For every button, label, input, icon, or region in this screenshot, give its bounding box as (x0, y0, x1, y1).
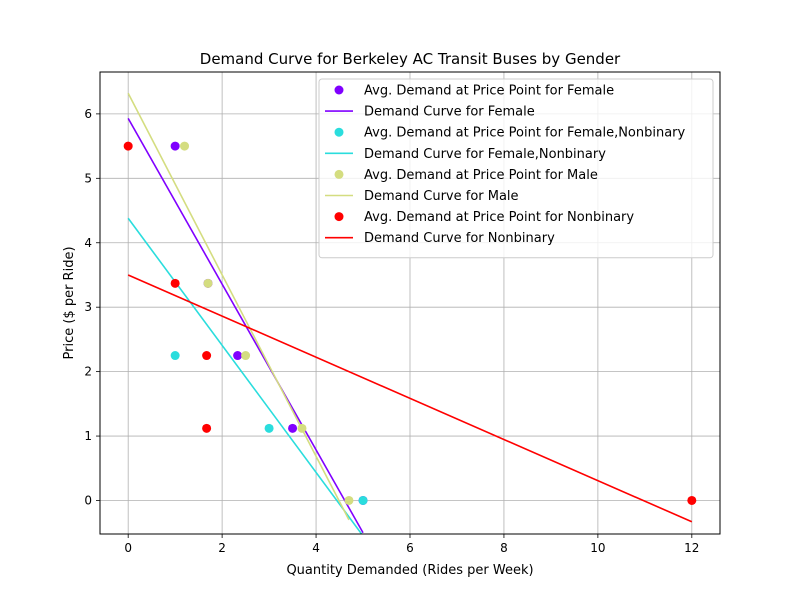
x-axis-label: Quantity Demanded (Rides per Week) (286, 563, 533, 578)
legend-marker-points-2 (334, 127, 344, 137)
legend-label: Demand Curve for Male (364, 189, 519, 204)
data-point-series-2 (170, 351, 180, 361)
legend-label: Avg. Demand at Price Point for Female,No… (364, 126, 686, 141)
series-layer (123, 92, 697, 534)
data-point-series-3 (344, 495, 354, 505)
y-tick-label: 5 (84, 171, 92, 185)
data-point-series-2 (264, 423, 274, 433)
legend-marker-points-3 (334, 169, 344, 179)
x-tick-label: 2 (218, 541, 226, 555)
legend-label: Avg. Demand at Price Point for Nonbinary (364, 210, 634, 225)
chart-title: Demand Curve for Berkeley AC Transit Bus… (200, 50, 621, 68)
y-tick-label: 1 (84, 429, 92, 443)
demand-curve-series-2 (127, 217, 363, 534)
y-tick-label: 2 (84, 365, 92, 379)
y-axis-label: Price ($ per Ride) (62, 246, 77, 359)
legend-marker-points-4 (334, 212, 344, 222)
data-point-series-1 (233, 351, 243, 361)
x-tick-label: 0 (124, 541, 132, 555)
legend-label: Avg. Demand at Price Point for Female (364, 84, 614, 99)
x-tick-label: 4 (312, 541, 320, 555)
data-point-series-3 (203, 278, 213, 288)
legend-marker-points-1 (334, 85, 344, 95)
plot-area (123, 92, 697, 534)
y-tick-label: 3 (84, 300, 92, 314)
legend-box (318, 78, 714, 259)
data-point-series-4 (170, 278, 180, 288)
legend: Avg. Demand at Price Point for Female Dem… (318, 78, 714, 259)
demand-curve-series-4 (127, 274, 693, 523)
legend-label: Demand Curve for Nonbinary (364, 231, 555, 246)
y-tick-label: 4 (84, 236, 92, 250)
data-point-series-4 (687, 495, 697, 505)
y-tick-label: 0 (84, 493, 92, 507)
x-tick-label: 6 (406, 541, 414, 555)
data-point-series-2 (358, 495, 368, 505)
data-point-series-3 (180, 141, 190, 151)
data-point-series-4 (202, 423, 212, 433)
data-point-series-4 (202, 351, 212, 361)
data-point-series-1 (288, 423, 298, 433)
demand-curve-series-3 (127, 92, 350, 521)
x-tick-label: 12 (684, 541, 699, 555)
x-tick-label: 10 (590, 541, 605, 555)
x-tick-label: 8 (500, 541, 508, 555)
data-point-series-1 (170, 141, 180, 151)
legend-label: Demand Curve for Female (364, 105, 535, 120)
legend-label: Demand Curve for Female,Nonbinary (364, 147, 606, 162)
legend-label: Avg. Demand at Price Point for Male (364, 168, 598, 183)
y-tick-label: 6 (84, 107, 92, 121)
data-point-series-4 (123, 141, 133, 151)
data-point-series-3 (241, 351, 251, 361)
